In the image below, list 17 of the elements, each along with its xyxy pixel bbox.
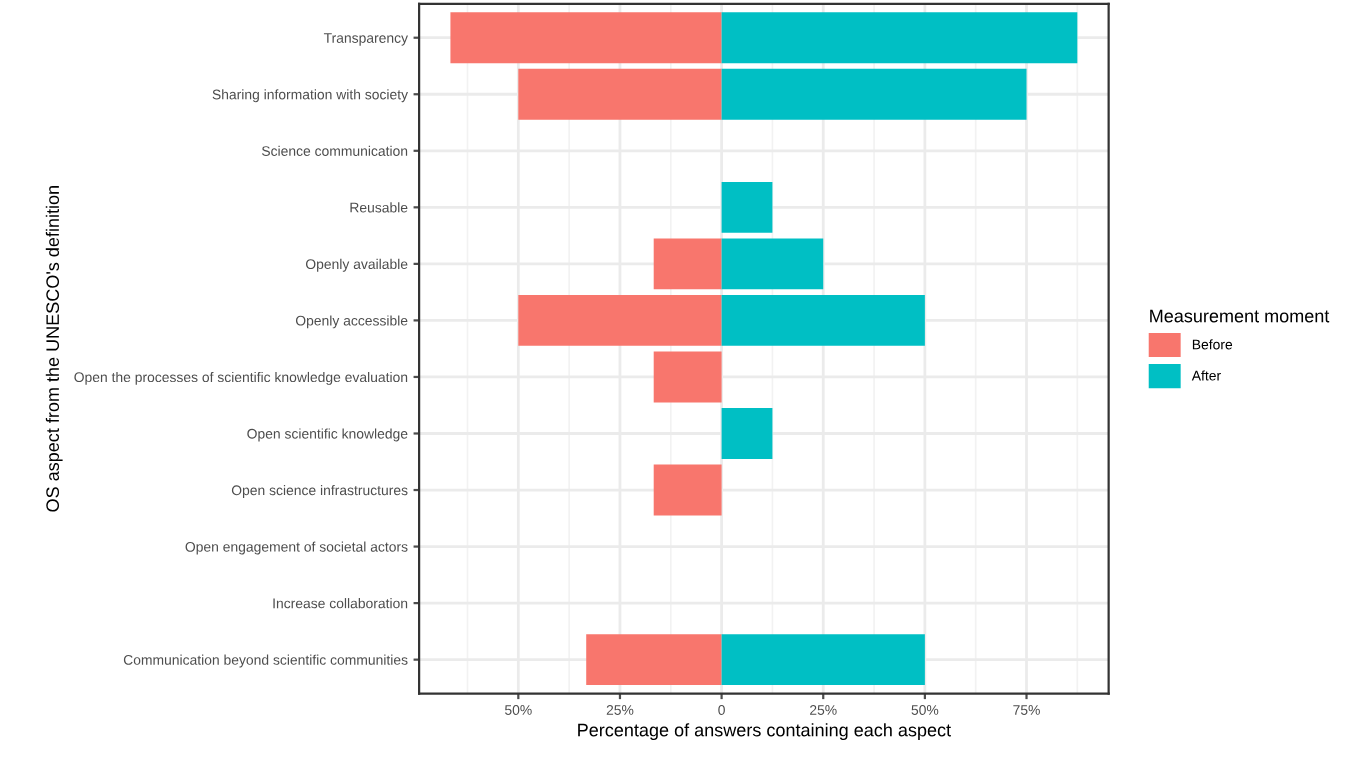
bar (653, 464, 722, 516)
bar (721, 181, 773, 233)
bar (653, 351, 722, 403)
bar (653, 238, 722, 290)
bar (721, 12, 1078, 64)
bar (518, 68, 722, 120)
bar (721, 68, 1027, 120)
bar (721, 408, 773, 459)
bar (450, 12, 722, 64)
y-axis-title: OS aspect from the UNESCO's definition (45, 186, 63, 512)
bar (518, 294, 722, 346)
bar (721, 634, 925, 686)
x-axis-title: Percentage of answers containing each aspect (578, 723, 951, 741)
bar (721, 238, 824, 290)
bar (721, 294, 925, 346)
legend-title: Measurement moment (1150, 309, 1330, 323)
bar (586, 634, 722, 686)
